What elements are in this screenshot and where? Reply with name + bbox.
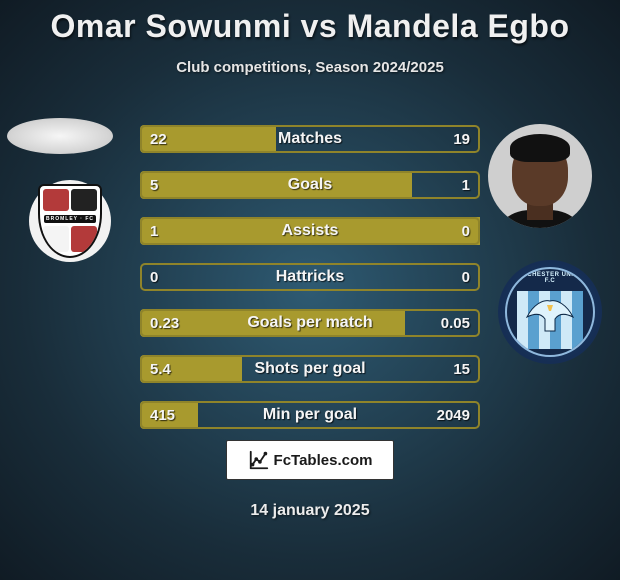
stat-label: Matches xyxy=(140,125,480,153)
crest-band: BROMLEY · FC xyxy=(44,215,96,223)
subtitle: Club competitions, Season 2024/2025 xyxy=(0,59,620,76)
stat-label: Min per goal xyxy=(140,401,480,429)
player1-club-crest: BROMLEY · FC xyxy=(29,180,111,262)
stat-value-right: 2049 xyxy=(437,401,470,429)
stat-label: Assists xyxy=(140,217,480,245)
player1-avatar xyxy=(7,118,113,154)
chart-icon xyxy=(248,449,270,471)
stat-row: Assists1 0 xyxy=(140,217,480,245)
date-label: 14 january 2025 xyxy=(0,502,620,520)
stat-row: Shots per goal5.4 15 xyxy=(140,355,480,383)
stat-value-left: 1 xyxy=(150,217,158,245)
crest-roundel: COLCHESTER UNITED F.C xyxy=(505,267,595,357)
eagle-icon xyxy=(523,297,577,333)
stat-row: Min per goal415 2049 xyxy=(140,401,480,429)
stats-container: Matches2219Goals51Assists10Hattricks00Go… xyxy=(140,125,480,447)
stat-label: Shots per goal xyxy=(140,355,480,383)
brand-badge[interactable]: FcTables.com xyxy=(226,440,394,480)
stat-value-left: 5 xyxy=(150,171,158,199)
crest-panel xyxy=(43,189,69,211)
stat-value-right: 0 xyxy=(462,263,470,291)
stat-label: Goals per match xyxy=(140,309,480,337)
page-title: Omar Sowunmi vs Mandela Egbo xyxy=(0,0,620,45)
stat-row: Goals5 1 xyxy=(140,171,480,199)
stat-row: Matches22 19 xyxy=(140,125,480,153)
stat-value-right: 15 xyxy=(453,355,470,383)
stat-value-right: 0 xyxy=(462,217,470,245)
crest-top-panels xyxy=(43,189,97,211)
comparison-card: Omar Sowunmi vs Mandela Egbo Club compet… xyxy=(0,0,620,580)
stat-value-left: 0.23 xyxy=(150,309,179,337)
crest-text: COLCHESTER UNITED F.C xyxy=(507,272,593,284)
stat-value-right: 1 xyxy=(462,171,470,199)
crest-panel xyxy=(71,226,97,252)
stat-value-right: 0.05 xyxy=(441,309,470,337)
stat-value-left: 0 xyxy=(150,263,158,291)
stat-label: Goals xyxy=(140,171,480,199)
stat-row: Goals per match0.23 0.05 xyxy=(140,309,480,337)
stat-value-left: 22 xyxy=(150,125,167,153)
player2-club-crest: COLCHESTER UNITED F.C xyxy=(498,260,602,364)
avatar-hair xyxy=(510,134,570,162)
stat-row: Hattricks0 0 xyxy=(140,263,480,291)
brand-text: FcTables.com xyxy=(274,452,373,469)
stat-value-left: 5.4 xyxy=(150,355,171,383)
crest-panel xyxy=(43,226,69,252)
stat-label: Hattricks xyxy=(140,263,480,291)
crest-panel xyxy=(71,189,97,211)
player2-avatar xyxy=(488,124,592,228)
crest-bottom-panels xyxy=(43,226,97,252)
crest-shield: BROMLEY · FC xyxy=(38,184,102,258)
stat-value-left: 415 xyxy=(150,401,175,429)
stat-value-right: 19 xyxy=(453,125,470,153)
